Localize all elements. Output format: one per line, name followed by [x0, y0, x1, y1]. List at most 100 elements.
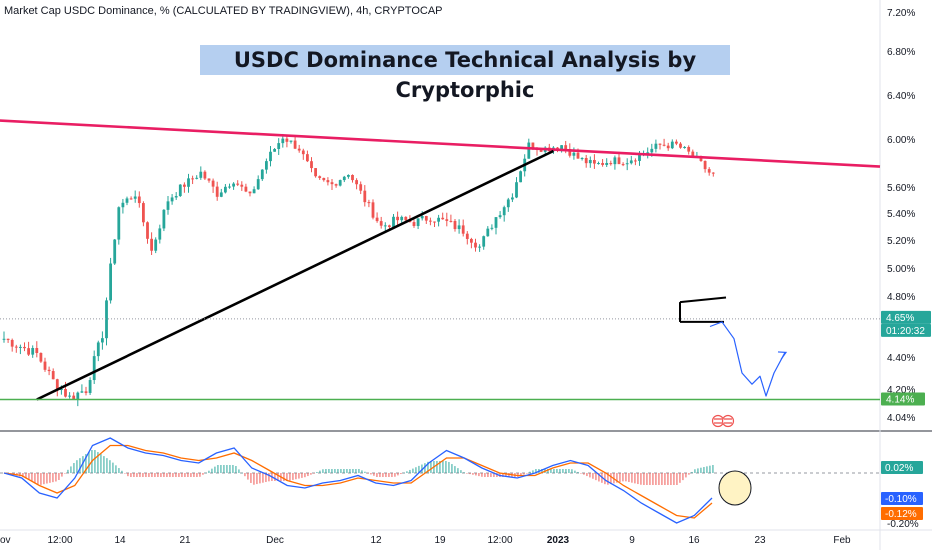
macd-histogram-bar [691, 471, 693, 473]
macd-histogram-bar [199, 473, 201, 477]
candle-body [14, 346, 18, 348]
macd-histogram-bar [22, 473, 24, 478]
candle-body [125, 198, 129, 203]
candle-body [470, 238, 473, 243]
title-banner: USDC Dominance Technical Analysis by Cry… [200, 45, 730, 102]
candle-body [297, 148, 301, 151]
macd-histogram-bar [451, 464, 453, 473]
candle-body [256, 179, 260, 190]
macd-histogram-bar [133, 473, 135, 477]
macd-histogram-bar [562, 469, 564, 473]
macd-histogram-bar [556, 469, 558, 473]
macd-histogram-bar [88, 452, 90, 473]
macd-histogram-bar [343, 469, 345, 473]
macd-histogram-bar [373, 473, 375, 476]
price-tick-label: 6.40% [887, 91, 915, 102]
macd-histogram-bar [40, 473, 42, 485]
price-tick-label: 6.80% [887, 47, 915, 58]
candle-body [47, 369, 51, 372]
macd-histogram-bar [502, 473, 504, 477]
macd-tick-label: -0.20% [887, 519, 919, 530]
event-flag-icon [721, 414, 735, 428]
macd-histogram-bar [481, 473, 483, 477]
macd-histogram-bar [334, 469, 336, 473]
macd-histogram-bar [169, 473, 171, 477]
candle-body [347, 174, 350, 177]
macd-histogram-bar [157, 473, 159, 477]
candle-body [293, 140, 297, 149]
candle-body [105, 300, 108, 339]
macd-histogram-bar [595, 473, 597, 481]
macd-histogram-bar [28, 473, 30, 480]
candle-body [367, 202, 371, 204]
macd-histogram-bar [553, 469, 555, 473]
candle-body [64, 389, 67, 397]
macd-histogram-bar [352, 469, 354, 473]
candle-body [531, 142, 535, 149]
macd-histogram-bar [130, 473, 132, 477]
candle-body [707, 169, 711, 173]
candle-body [10, 339, 14, 347]
candle-body [55, 379, 59, 390]
macd-histogram-bar [346, 469, 348, 473]
candle-body [27, 348, 30, 355]
candle-body [506, 199, 510, 208]
macd-histogram-bar [208, 470, 210, 473]
price-axis: 7.20% 6.80% 6.40% 6.00% 5.60% 5.40% 5.20% 5.00%… [881, 8, 931, 424]
macd-histogram-bar [676, 473, 678, 485]
candle-body [219, 192, 223, 197]
candle-body [207, 178, 211, 181]
macd-histogram-bar [487, 473, 489, 477]
candle-body [617, 157, 621, 165]
macd-histogram-bar [196, 473, 198, 477]
candle-body [498, 215, 502, 218]
candle-body [170, 197, 174, 202]
candle-body [662, 144, 666, 146]
candle-body [593, 159, 596, 164]
macd-histogram-bar [274, 473, 276, 481]
macd-histogram-bar [205, 472, 207, 474]
candle-body [166, 201, 170, 210]
annotation-circle [718, 470, 752, 506]
macd-histogram-bar [583, 473, 585, 475]
macd-signal-line [3, 444, 713, 519]
macd-histogram-bar [685, 473, 687, 478]
candle-body [502, 207, 506, 216]
macd-histogram-bar [403, 472, 405, 474]
macd-histogram-bar [640, 473, 642, 485]
macd-histogram-bar [535, 469, 537, 473]
macd-histogram-bar [232, 465, 234, 473]
macd-histogram-bar [115, 465, 117, 473]
macd-histogram-bar [310, 473, 312, 475]
candle-body [613, 157, 617, 165]
macd-histogram-bar [124, 473, 126, 474]
current-price-badge: 4.65% [886, 313, 914, 324]
macd-histogram-bar [85, 454, 87, 473]
candle-body [400, 216, 404, 221]
time-tick-label: Feb [833, 535, 851, 546]
candle-body [191, 178, 194, 180]
macd-histogram-bar [229, 465, 231, 473]
macd-histogram-bar [166, 473, 168, 477]
macd-histogram-bar [349, 469, 351, 473]
macd-histogram-bar [649, 473, 651, 485]
time-tick-label: 19 [434, 535, 446, 546]
macd-histogram-bar [286, 473, 288, 481]
macd-histogram-bar [298, 473, 300, 479]
macd-histogram-bar [121, 470, 123, 473]
candle-body [51, 371, 55, 380]
macd-histogram-bar [190, 473, 192, 477]
macd-histogram-bar [226, 465, 228, 473]
candle-body [650, 148, 654, 153]
candle-body [670, 141, 674, 149]
ascending-trendline [36, 149, 554, 401]
candle-body [35, 347, 39, 353]
macd-histogram-bar [580, 473, 582, 474]
candle-body [306, 154, 309, 162]
current-price-badge-bg [881, 310, 931, 324]
macd-histogram-bar [619, 473, 621, 483]
macd-histogram-bar [268, 473, 270, 482]
macd-histogram-bar [256, 473, 258, 485]
candle-body [88, 380, 92, 393]
